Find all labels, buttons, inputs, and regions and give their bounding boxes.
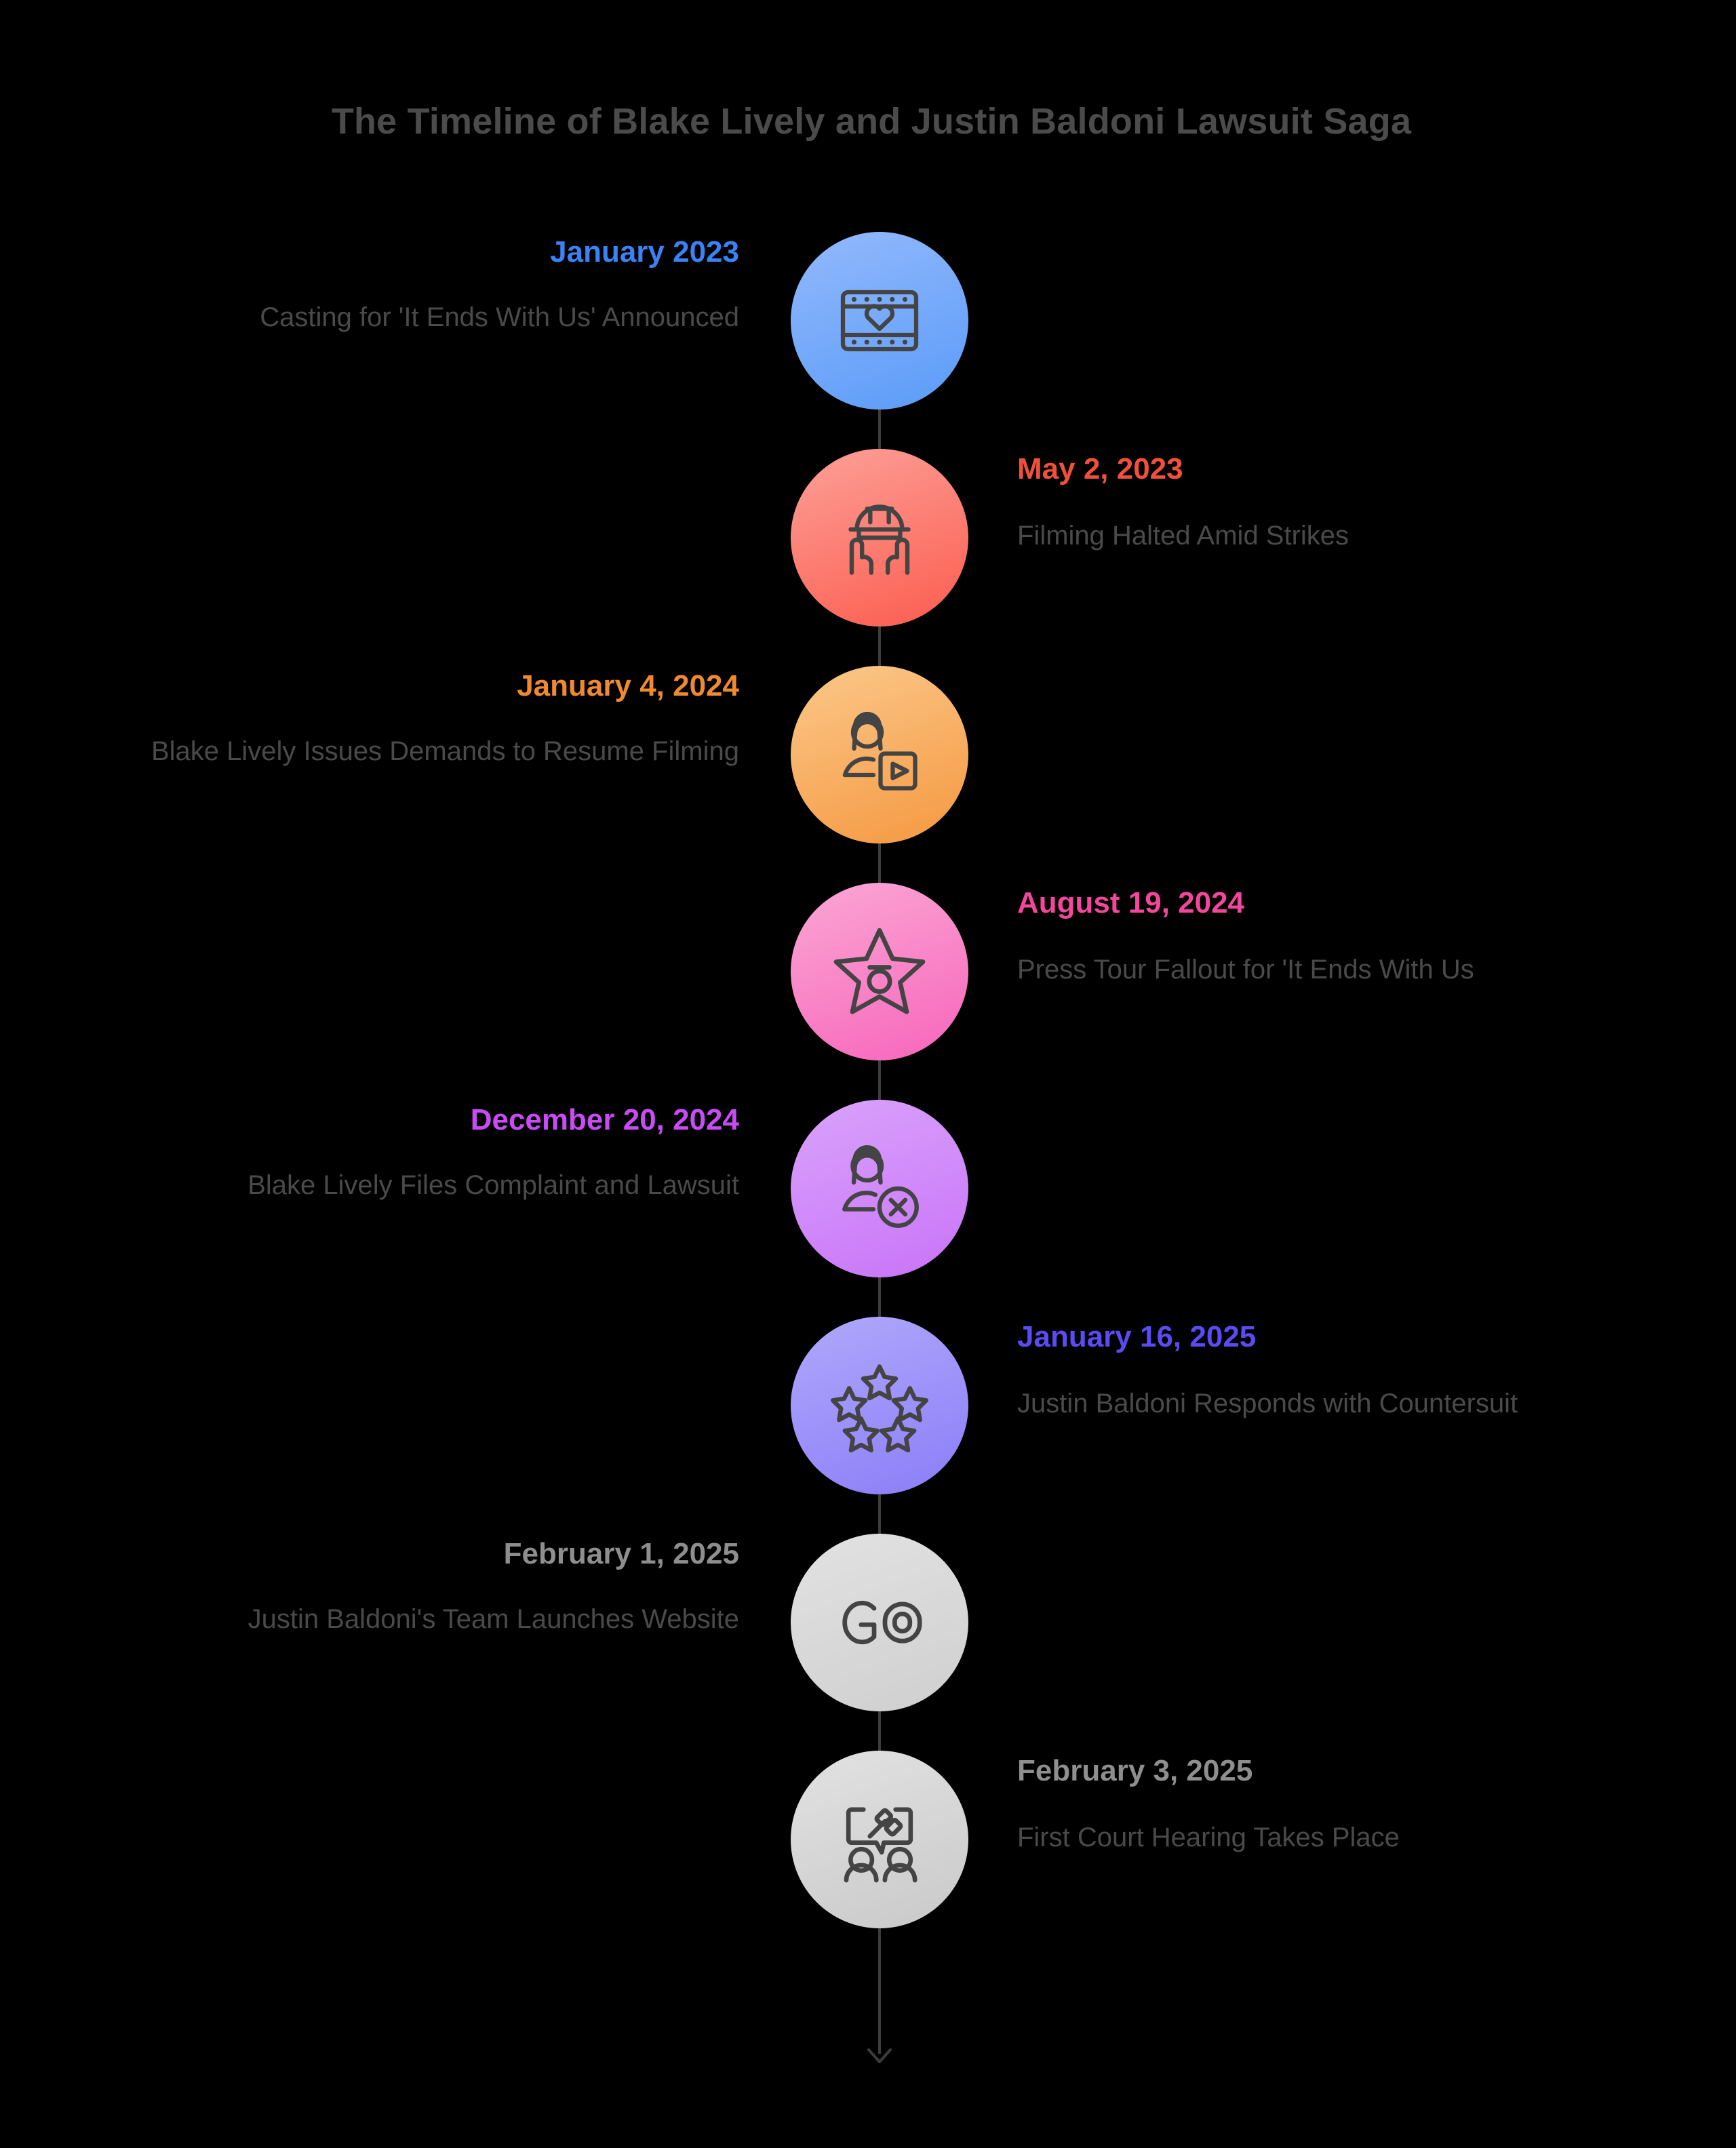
- go-text-icon: [825, 1568, 934, 1677]
- timeline-node-8[interactable]: [791, 1751, 968, 1928]
- timeline-event: December 20, 2024 Blake Lively Files Comp…: [0, 1100, 1736, 1317]
- timeline-event: May 2, 2023 Filming Halted Amid Strikes: [0, 449, 1736, 666]
- timeline-event-content: January 4, 2024 Blake Lively Issues Deman…: [75, 669, 739, 771]
- event-description: Casting for 'It Ends With Us' Announced: [260, 302, 739, 333]
- timeline-arrow-icon: [867, 2024, 892, 2063]
- event-date: May 2, 2023: [1017, 452, 1183, 485]
- timeline-node-7[interactable]: [791, 1534, 968, 1711]
- hard-hat-in-hands-icon: [828, 486, 931, 589]
- event-date: February 3, 2025: [1017, 1754, 1253, 1787]
- event-description: Blake Lively Issues Demands to Resume Fi…: [151, 736, 739, 767]
- woman-with-x-badge-icon: [828, 1137, 931, 1240]
- star-face-icon: [825, 917, 934, 1026]
- event-date: January 2023: [550, 235, 739, 268]
- gavel-speech-bubble-two-people-icon: [826, 1786, 933, 1893]
- event-description: Blake Lively Files Complaint and Lawsuit: [248, 1170, 739, 1201]
- timeline-event: January 16, 2025 Justin Baldoni Responds …: [0, 1317, 1736, 1534]
- five-stars-icon: [825, 1351, 934, 1460]
- film-strip-heart-icon: [829, 270, 930, 372]
- event-date: August 19, 2024: [1017, 886, 1245, 919]
- event-date: January 4, 2024: [517, 669, 739, 702]
- woman-with-video-player-icon: [829, 704, 930, 806]
- timeline-node-1[interactable]: [791, 232, 968, 410]
- timeline-event: August 19, 2024 Press Tour Fallout for 'I…: [0, 883, 1736, 1100]
- event-date: February 1, 2025: [503, 1537, 739, 1570]
- event-description: Justin Baldoni's Team Launches Website: [248, 1604, 739, 1635]
- timeline-node-6[interactable]: [791, 1317, 968, 1494]
- event-description: Justin Baldoni Responds with Countersuit: [1017, 1389, 1518, 1419]
- timeline-event-content: December 20, 2024 Blake Lively Files Comp…: [75, 1103, 739, 1205]
- event-description: Filming Halted Amid Strikes: [1017, 521, 1349, 551]
- event-date: January 16, 2025: [1017, 1320, 1257, 1353]
- timeline-event: January 2023 Casting for 'It Ends With Us…: [0, 232, 1736, 449]
- timeline-event-content: January 2023 Casting for 'It Ends With Us…: [75, 235, 739, 337]
- timeline-event-content: January 16, 2025 Justin Baldoni Responds …: [1017, 1320, 1682, 1423]
- page-title: The Timeline of Blake Lively and Justin …: [331, 101, 1412, 142]
- event-description: Press Tour Fallout for 'It Ends With Us: [1017, 955, 1474, 985]
- timeline-event-content: May 2, 2023 Filming Halted Amid Strikes: [1017, 452, 1682, 555]
- event-description: First Court Hearing Takes Place: [1017, 1823, 1400, 1853]
- event-date: December 20, 2024: [470, 1103, 739, 1136]
- timeline-event: February 1, 2025 Justin Baldoni's Team La…: [0, 1534, 1736, 1751]
- timeline-event: January 4, 2024 Blake Lively Issues Deman…: [0, 666, 1736, 883]
- timeline-event-content: February 1, 2025 Justin Baldoni's Team La…: [75, 1537, 739, 1639]
- timeline-node-2[interactable]: [791, 449, 968, 626]
- timeline-event: February 3, 2025 First Court Hearing Take…: [0, 1751, 1736, 1968]
- timeline-event-content: August 19, 2024 Press Tour Fallout for 'I…: [1017, 886, 1682, 989]
- timeline-node-4[interactable]: [791, 883, 968, 1060]
- timeline-node-3[interactable]: [791, 666, 968, 843]
- timeline-node-5[interactable]: [791, 1100, 968, 1277]
- timeline-event-content: February 3, 2025 First Court Hearing Take…: [1017, 1754, 1682, 1857]
